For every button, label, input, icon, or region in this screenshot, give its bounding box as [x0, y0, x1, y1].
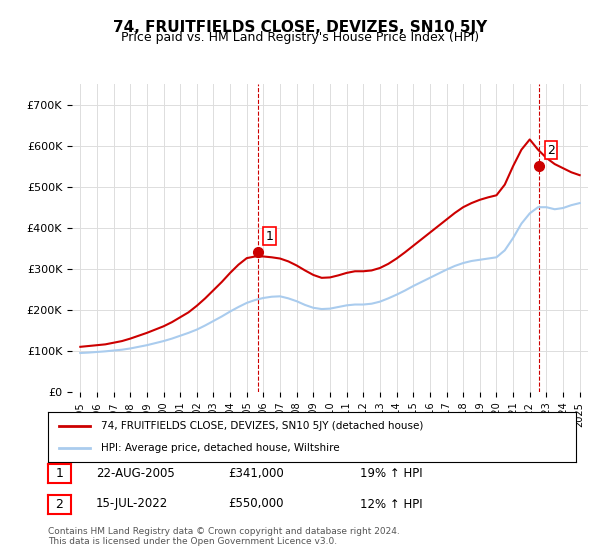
- Text: £550,000: £550,000: [228, 497, 284, 511]
- Text: 12% ↑ HPI: 12% ↑ HPI: [360, 497, 422, 511]
- Text: 15-JUL-2022: 15-JUL-2022: [96, 497, 168, 511]
- Text: 19% ↑ HPI: 19% ↑ HPI: [360, 466, 422, 480]
- Text: £341,000: £341,000: [228, 466, 284, 480]
- Text: 1: 1: [266, 230, 274, 242]
- Text: 22-AUG-2005: 22-AUG-2005: [96, 466, 175, 480]
- Text: 74, FRUITFIELDS CLOSE, DEVIZES, SN10 5JY: 74, FRUITFIELDS CLOSE, DEVIZES, SN10 5JY: [113, 20, 487, 35]
- Text: 2: 2: [547, 144, 555, 157]
- Text: 1: 1: [55, 467, 64, 480]
- Text: Price paid vs. HM Land Registry's House Price Index (HPI): Price paid vs. HM Land Registry's House …: [121, 31, 479, 44]
- Text: 2: 2: [55, 498, 64, 511]
- Text: HPI: Average price, detached house, Wiltshire: HPI: Average price, detached house, Wilt…: [101, 443, 340, 453]
- Text: 74, FRUITFIELDS CLOSE, DEVIZES, SN10 5JY (detached house): 74, FRUITFIELDS CLOSE, DEVIZES, SN10 5JY…: [101, 421, 423, 431]
- Text: Contains HM Land Registry data © Crown copyright and database right 2024.
This d: Contains HM Land Registry data © Crown c…: [48, 526, 400, 546]
